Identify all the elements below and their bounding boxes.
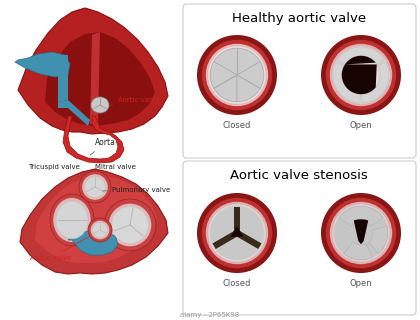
- Text: Open: Open: [350, 121, 372, 130]
- Polygon shape: [68, 230, 118, 255]
- Polygon shape: [63, 116, 124, 163]
- Circle shape: [197, 193, 277, 273]
- Circle shape: [109, 204, 151, 246]
- Text: Closed: Closed: [223, 121, 251, 130]
- Polygon shape: [213, 230, 239, 249]
- Polygon shape: [90, 32, 100, 124]
- Ellipse shape: [91, 97, 109, 113]
- Text: Pulmonary valve: Pulmonary valve: [103, 187, 170, 193]
- Circle shape: [79, 171, 111, 203]
- Circle shape: [202, 198, 272, 268]
- Polygon shape: [58, 100, 90, 126]
- Polygon shape: [235, 230, 262, 249]
- Circle shape: [326, 40, 396, 110]
- Text: Mitral valve: Mitral valve: [95, 164, 136, 170]
- Polygon shape: [20, 169, 168, 274]
- Circle shape: [330, 202, 392, 264]
- Polygon shape: [18, 8, 168, 134]
- Polygon shape: [362, 62, 389, 103]
- Circle shape: [91, 221, 109, 239]
- Text: Aortic valve: Aortic valve: [111, 97, 159, 106]
- Ellipse shape: [53, 198, 91, 242]
- Circle shape: [208, 204, 266, 262]
- Circle shape: [332, 46, 390, 104]
- Circle shape: [334, 206, 388, 260]
- Polygon shape: [214, 48, 260, 75]
- Circle shape: [210, 48, 264, 102]
- Circle shape: [84, 177, 105, 197]
- Circle shape: [82, 174, 108, 200]
- Text: Healthy aortic valve: Healthy aortic valve: [232, 12, 366, 25]
- Polygon shape: [45, 32, 155, 126]
- Circle shape: [332, 204, 390, 262]
- Polygon shape: [339, 206, 383, 226]
- Circle shape: [321, 193, 401, 273]
- Text: Aortic valve stenosis: Aortic valve stenosis: [230, 169, 368, 182]
- Circle shape: [88, 218, 112, 242]
- Circle shape: [210, 206, 264, 260]
- Circle shape: [206, 44, 268, 106]
- Polygon shape: [15, 52, 70, 77]
- Polygon shape: [231, 226, 243, 236]
- Circle shape: [104, 199, 156, 251]
- Circle shape: [202, 40, 272, 110]
- Polygon shape: [35, 175, 157, 263]
- Text: alamy - 2P65K98: alamy - 2P65K98: [180, 312, 240, 318]
- Text: Aorta: Aorta: [90, 138, 116, 155]
- Text: Closed: Closed: [223, 279, 251, 288]
- Polygon shape: [369, 226, 388, 253]
- FancyBboxPatch shape: [183, 4, 416, 158]
- Circle shape: [330, 44, 392, 106]
- Polygon shape: [354, 219, 368, 244]
- Circle shape: [206, 202, 268, 264]
- Text: Open: Open: [350, 279, 372, 288]
- Polygon shape: [337, 47, 385, 65]
- Circle shape: [197, 35, 277, 115]
- Circle shape: [112, 207, 148, 243]
- Polygon shape: [210, 61, 237, 102]
- Polygon shape: [237, 61, 264, 102]
- Ellipse shape: [56, 201, 88, 239]
- Text: Aortic valve: Aortic valve: [30, 236, 89, 261]
- Ellipse shape: [50, 194, 94, 246]
- Circle shape: [326, 198, 396, 268]
- Circle shape: [208, 46, 266, 104]
- Polygon shape: [333, 62, 360, 103]
- Polygon shape: [58, 55, 68, 102]
- Polygon shape: [344, 242, 372, 260]
- Polygon shape: [342, 56, 377, 94]
- Circle shape: [92, 223, 108, 237]
- Polygon shape: [234, 207, 240, 233]
- FancyBboxPatch shape: [183, 161, 416, 315]
- Text: Tricuspid valve: Tricuspid valve: [28, 164, 80, 170]
- Circle shape: [321, 35, 401, 115]
